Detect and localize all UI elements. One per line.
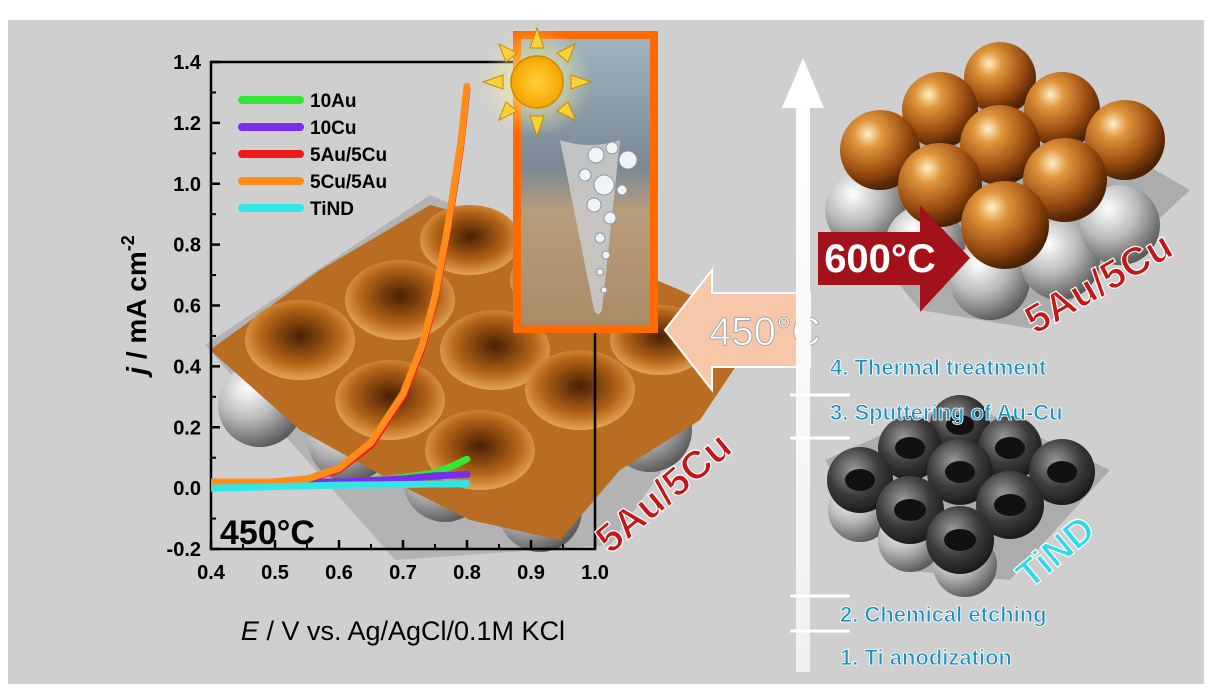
y-tick-label: 0.8: [173, 235, 201, 257]
x-tick-label: 0.8: [453, 562, 481, 584]
y-tick-label: 0.6: [173, 296, 201, 318]
process-steps: 4. Thermal treatment 3. Sputtering of Au…: [830, 355, 1063, 671]
y-axis-label-italic: j: [121, 366, 152, 379]
x-tick-label: 0.7: [389, 562, 417, 584]
y-axis-label: j / mA cm-2: [118, 235, 152, 378]
x-tick-label: 0.5: [261, 562, 289, 584]
x-axis-label: E / V vs. Ag/AgCl/0.1M KCl: [241, 616, 565, 646]
x-tick-label: 0.4: [197, 562, 226, 584]
legend-label-10cu: 10Cu: [310, 118, 356, 139]
x-tick-label: 1.0: [581, 562, 609, 584]
y-tick-label: 1.4: [173, 52, 202, 74]
chart-annotation-450c: 450°C: [220, 514, 315, 552]
y-tick-label: 0.2: [173, 417, 201, 439]
step-3-label: 3. Sputtering of Au-Cu: [830, 400, 1063, 425]
tick-labels: 0.4 0.5 0.6 0.7 0.8 0.9 1.0 -0.2 0.0 0.2 0.4 0.6 0.8…: [167, 52, 609, 584]
arrow-600c: 600°C: [818, 205, 970, 312]
legend: 10Au 10Cu 5Au/5Cu 5Cu/5Au TiND: [238, 91, 387, 220]
step-4-label: 4. Thermal treatment: [830, 355, 1047, 380]
step-1-label: 1. Ti anodization: [840, 645, 1012, 670]
series-lines: [211, 82, 471, 492]
legend-label-10au: 10Au: [310, 91, 356, 112]
step-2-label: 2. Chemical etching: [840, 602, 1047, 627]
polarization-chart: 0.4 0.5 0.6 0.7 0.8 0.9 1.0 -0.2 0.0 0.2 0.4 0.6 0.8…: [118, 52, 609, 646]
y-tick-label: 1.2: [173, 113, 201, 135]
tind-surface: [825, 395, 1110, 597]
series-line-tind: [211, 480, 471, 492]
x-axis-label-rest: / V vs. Ag/AgCl/0.1M KCl: [259, 616, 565, 646]
y-tick-label: 0.4: [173, 356, 202, 378]
legend-label-5cu-5au: 5Cu/5Au: [310, 172, 387, 193]
y-axis-label-rest: / mA cm: [121, 251, 152, 367]
legend-label-5au-5cu: 5Au/5Cu: [310, 145, 387, 166]
y-tick-label: 1.0: [173, 174, 201, 196]
process-arrow: [782, 58, 850, 672]
x-tick-label: 0.9: [517, 562, 545, 584]
x-axis-label-italic: E: [241, 616, 260, 646]
gold-spheres-600c: [825, 42, 1190, 330]
arrow-600c-label: 600°C: [824, 237, 936, 281]
x-tick-label: 0.6: [325, 562, 353, 584]
y-axis-label-sup: -2: [118, 235, 138, 251]
y-tick-label: -0.2: [167, 539, 201, 561]
series-line-5cu-5au: [211, 82, 471, 486]
y-tick-label: 0.0: [173, 478, 201, 500]
legend-label-tind: TiND: [310, 199, 354, 220]
sun-icon: [481, 26, 593, 138]
